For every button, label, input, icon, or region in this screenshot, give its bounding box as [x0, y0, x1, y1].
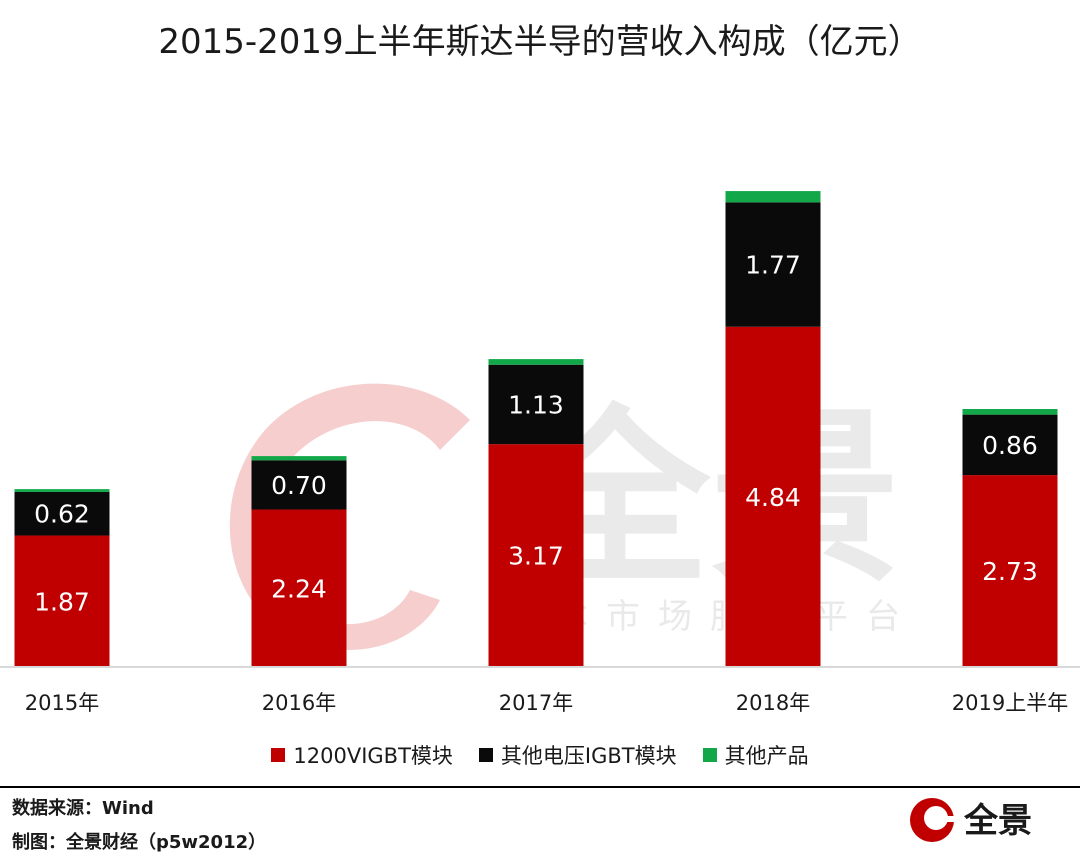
data-label: 1.87	[34, 587, 90, 616]
x-tick-label: 2017年	[499, 691, 573, 715]
legend-item: 其他电压IGBT模块	[478, 740, 677, 770]
data-label: 4.84	[745, 483, 801, 512]
data-label: 2.73	[982, 557, 1038, 586]
data-label: 1.13	[508, 390, 564, 419]
bar-segment	[488, 364, 584, 445]
brand-logo: 全景	[910, 798, 1032, 842]
bar-segment	[251, 460, 347, 510]
bar-segment	[962, 414, 1058, 476]
bar-segment	[14, 535, 110, 667]
legend-label: 其他产品	[724, 744, 809, 768]
chart-area: 全景 资本市场服务平台 1.870.622.240.703.171.134.84…	[0, 191, 1080, 715]
bar-segment	[488, 444, 584, 667]
bar-segment	[725, 191, 821, 203]
data-label: 0.86	[982, 431, 1038, 460]
legend-swatch	[271, 748, 286, 762]
watermark-swirl-icon	[229, 383, 470, 651]
chart-title: 2015-2019上半年斯达半导的营收入构成（亿元）	[158, 22, 922, 62]
legend-item: 其他产品	[702, 740, 809, 770]
bars-group: 1.87 0.62 2.24 0.70 3.17 1.13 4.84 1.77 2.73 0.86	[14, 191, 1058, 667]
bar-segment	[14, 491, 110, 536]
credit-note: 制图：全景财经（p5w2012）	[12, 832, 267, 853]
x-tick-label: 2018年	[736, 691, 810, 715]
legend-label: 其他电压IGBT模块	[500, 744, 677, 768]
bar-segment	[725, 326, 821, 667]
x-tick-labels: 2015年 2016年 2017年 2018年 2019上半年	[25, 691, 1068, 715]
source-note: 数据来源：Wind	[12, 798, 154, 819]
x-tick-label: 2019上半年	[952, 691, 1068, 715]
bar-segment	[488, 359, 584, 365]
x-tick-label: 2015年	[25, 691, 99, 715]
data-label: 3.17	[508, 542, 564, 571]
bar-segment	[251, 456, 347, 461]
bar-segment	[962, 408, 1058, 415]
data-label: 0.70	[271, 471, 327, 500]
data-label: 2.24	[271, 574, 327, 603]
legend-label: 1200VIGBT模块	[293, 744, 453, 768]
data-label: 1.77	[745, 251, 801, 280]
legend-swatch	[478, 748, 493, 762]
logo-text: 全景	[963, 801, 1032, 841]
bar-segment	[725, 202, 821, 327]
legend: 1200VIGBT模块 其他电压IGBT模块 其他产品	[0, 740, 1080, 770]
bar-segment	[251, 509, 347, 667]
data-label: 0.62	[34, 500, 90, 529]
x-tick-label: 2016年	[262, 691, 336, 715]
footer-divider	[0, 786, 1080, 788]
legend-item: 1200VIGBT模块	[271, 740, 453, 770]
legend-swatch	[702, 748, 717, 762]
bar-segment	[962, 475, 1058, 667]
bar-segment	[14, 489, 110, 492]
